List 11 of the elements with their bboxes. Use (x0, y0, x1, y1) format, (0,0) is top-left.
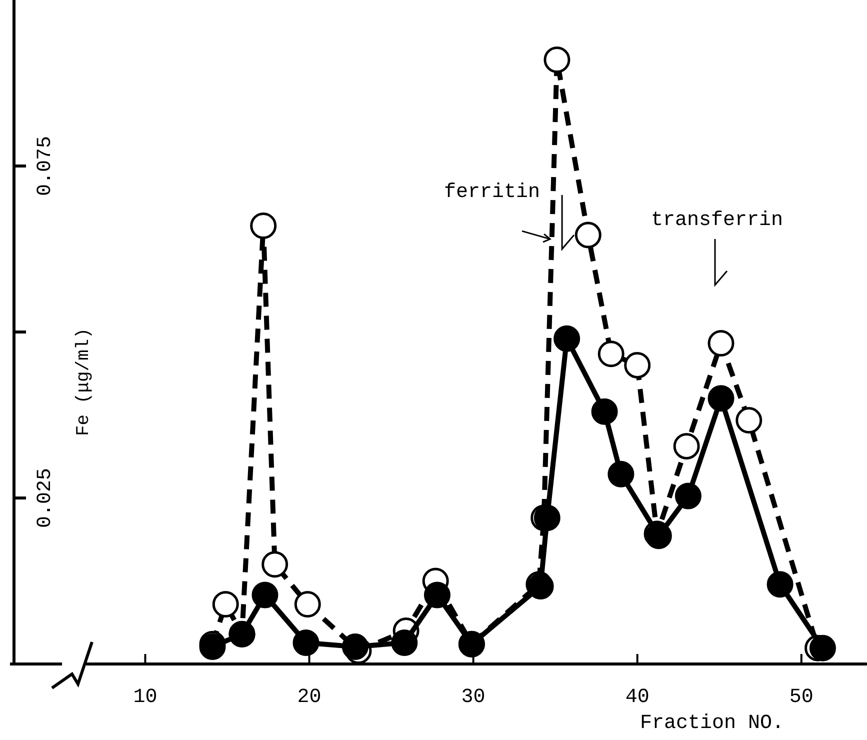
x-tick-label: 20 (297, 686, 322, 709)
annotation: transferrin (650, 209, 784, 232)
x-tick-label: 50 (789, 686, 814, 709)
x-tick-label: 40 (625, 686, 650, 709)
annotation: ferritin (444, 181, 540, 204)
y-tick-label: 0.025 (34, 468, 57, 528)
y-tick-label: 0.075 (34, 136, 57, 196)
x-tick-label: 30 (461, 686, 486, 709)
x-axis-title: Fraction NO. (640, 712, 784, 735)
y-axis-title: Fe (μg/ml) (74, 328, 94, 436)
x-tick-label: 10 (133, 686, 158, 709)
